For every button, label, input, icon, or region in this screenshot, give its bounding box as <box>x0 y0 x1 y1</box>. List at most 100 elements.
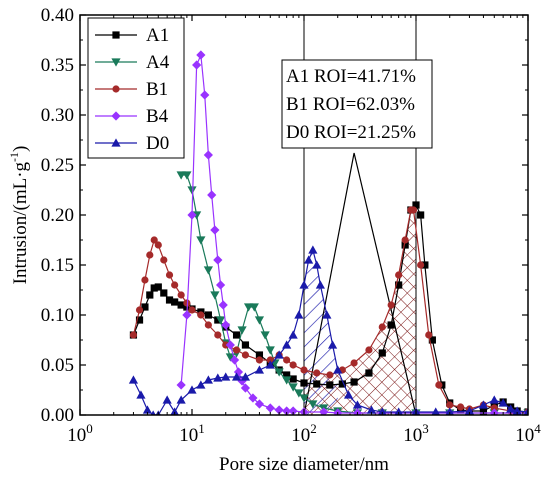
data-point <box>210 225 220 235</box>
data-point <box>326 381 334 389</box>
y-axis-title-sup: -1 <box>7 152 21 162</box>
data-point <box>387 301 395 309</box>
data-point <box>196 236 206 245</box>
x-tick-label: 102 <box>291 421 317 446</box>
data-point <box>401 236 409 244</box>
data-point <box>431 407 440 415</box>
data-point <box>445 407 454 415</box>
data-point <box>221 372 231 381</box>
data-point <box>177 291 185 299</box>
data-point <box>425 331 433 339</box>
data-point <box>409 206 418 214</box>
data-point <box>352 408 363 415</box>
data-point <box>506 404 516 413</box>
legend-item-b1: B1 <box>95 79 168 100</box>
legend-item-a1: A1 <box>95 25 169 46</box>
x-tick-base: 10 <box>67 425 86 446</box>
data-point <box>326 371 334 379</box>
data-point <box>282 340 292 349</box>
data-point <box>456 403 465 411</box>
data-point <box>165 296 174 304</box>
data-point <box>378 323 386 331</box>
x-tick-base: 10 <box>179 425 198 446</box>
legend-marker <box>111 58 121 67</box>
data-point <box>489 395 499 404</box>
data-point <box>512 406 522 415</box>
data-point <box>312 260 322 269</box>
legend-label: B1 <box>146 79 168 100</box>
data-point <box>283 371 291 379</box>
data-point <box>240 383 251 393</box>
data-point <box>446 401 454 409</box>
data-point <box>333 408 343 415</box>
data-point <box>221 320 231 330</box>
data-point <box>207 190 217 200</box>
data-point <box>188 306 196 314</box>
y-tick-label: 0.40 <box>41 5 74 26</box>
data-point <box>365 346 373 354</box>
data-point <box>289 375 297 383</box>
data-point <box>254 399 265 409</box>
y-tick-label: 0.15 <box>41 255 74 276</box>
data-point <box>421 261 429 269</box>
data-point <box>338 380 346 388</box>
data-point <box>333 365 343 374</box>
data-point <box>204 311 212 319</box>
legend: A1 A4 B1 B4 D0 <box>87 17 185 159</box>
x-tick-label: 103 <box>403 421 429 446</box>
data-point <box>222 341 230 349</box>
data-point <box>225 353 235 362</box>
data-point <box>213 373 223 382</box>
data-point <box>313 369 321 377</box>
data-point <box>313 380 321 388</box>
legend-label: A1 <box>146 25 169 46</box>
data-point <box>160 289 168 297</box>
data-point <box>171 298 179 306</box>
roi-annotation: A1 ROI=41.71% B1 ROI=62.03% D0 ROI=21.25… <box>281 59 433 149</box>
roi-b1: B1 ROI=62.03% <box>286 94 415 115</box>
data-point <box>394 407 403 415</box>
data-point <box>350 359 358 367</box>
data-point <box>490 404 498 412</box>
data-point <box>498 398 508 407</box>
data-point <box>378 407 387 415</box>
data-point <box>187 385 197 394</box>
data-point <box>343 390 354 399</box>
legend-marker <box>111 138 121 147</box>
x-tick-exponent: 1 <box>198 421 205 436</box>
data-point <box>417 211 425 219</box>
data-point <box>412 201 420 209</box>
data-point <box>308 400 318 409</box>
data-point <box>417 261 425 269</box>
legend-label: D0 <box>146 133 169 154</box>
legend-marker <box>112 85 120 93</box>
data-point <box>265 360 275 369</box>
data-point <box>204 321 212 329</box>
data-point <box>294 310 304 319</box>
data-point <box>187 186 197 195</box>
data-point <box>146 251 154 259</box>
data-point <box>299 280 309 289</box>
data-point <box>300 379 308 387</box>
data-point <box>479 407 488 415</box>
x-axis-title: Pore size diameter/nm <box>219 454 389 475</box>
data-point <box>162 395 172 404</box>
data-point <box>319 407 329 415</box>
legend-label: A4 <box>146 52 170 73</box>
data-point <box>135 316 144 324</box>
roi-box <box>281 59 433 149</box>
data-point <box>171 281 179 289</box>
y-axis-title: Intrusion/(mL·g-1) <box>7 146 31 285</box>
data-point <box>196 50 206 60</box>
data-point <box>176 395 186 404</box>
legend-marker <box>111 111 121 121</box>
data-point <box>282 376 292 385</box>
data-point <box>274 405 284 415</box>
data-point <box>192 60 202 70</box>
data-point <box>288 383 298 392</box>
x-tick-base: 10 <box>291 425 310 446</box>
data-point <box>266 356 274 364</box>
data-point <box>177 301 185 309</box>
data-point <box>241 341 250 349</box>
